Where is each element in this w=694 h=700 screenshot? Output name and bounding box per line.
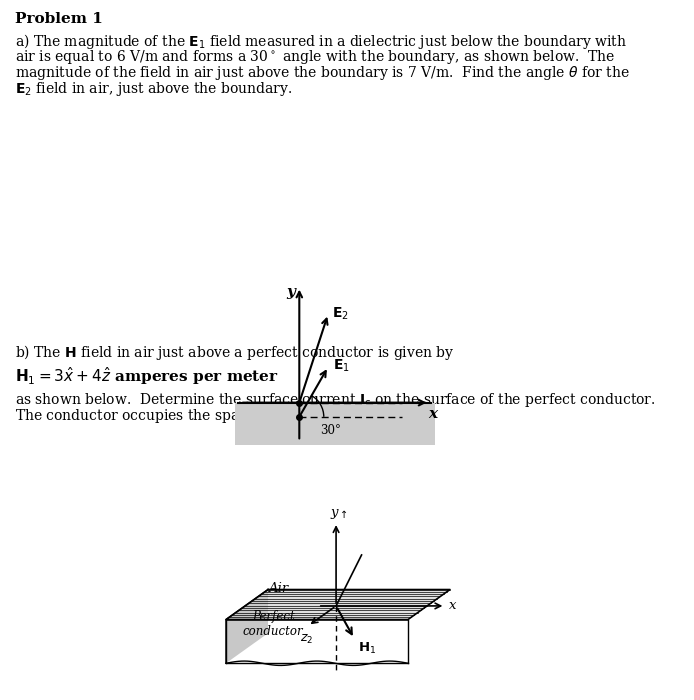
Text: The conductor occupies the space $y < 0$.: The conductor occupies the space $y < 0$… [15, 407, 298, 425]
Text: $z_2$: $z_2$ [300, 633, 313, 645]
Text: y: y [330, 505, 338, 519]
Text: $\mathbf{E}_2$ field in air, just above the boundary.: $\mathbf{E}_2$ field in air, just above … [15, 80, 292, 98]
Text: b) The $\mathbf{H}$ field in air just above a perfect conductor is given by: b) The $\mathbf{H}$ field in air just ab… [15, 343, 455, 362]
Text: $\mathbf{E}_2$: $\mathbf{E}_2$ [332, 306, 349, 322]
Text: $\mathbf{E}_1$: $\mathbf{E}_1$ [333, 357, 350, 374]
Text: as shown below.  Determine the surface current $\mathbf{J}_s$ on the surface of : as shown below. Determine the surface cu… [15, 391, 656, 409]
Text: Perfect
conductor: Perfect conductor [243, 610, 303, 638]
Text: Air: Air [267, 582, 288, 595]
Polygon shape [226, 589, 450, 620]
Text: x: x [449, 599, 457, 612]
Text: 30°: 30° [320, 424, 341, 437]
Text: $\mathbf{H}_1 = 3\hat{x} + 4\hat{z}$ amperes per meter: $\mathbf{H}_1 = 3\hat{x} + 4\hat{z}$ amp… [15, 365, 279, 387]
Bar [235, 402, 434, 444]
Text: y: y [286, 286, 295, 300]
Text: x: x [428, 407, 437, 421]
Text: a) The magnitude of the $\mathbf{E}_1$ field measured in a dielectric just below: a) The magnitude of the $\mathbf{E}_1$ f… [15, 32, 627, 51]
Text: Problem 1: Problem 1 [15, 12, 103, 26]
Text: $\uparrow$: $\uparrow$ [338, 508, 348, 520]
Polygon shape [226, 589, 268, 664]
Text: air is equal to 6 V/m and forms a 30$^\circ$ angle with the boundary, as shown b: air is equal to 6 V/m and forms a 30$^\c… [15, 48, 616, 66]
Text: magnitude of the field in air just above the boundary is 7 V/m.  Find the angle : magnitude of the field in air just above… [15, 64, 629, 82]
Text: $\mathbf{H}_1$: $\mathbf{H}_1$ [358, 640, 376, 656]
